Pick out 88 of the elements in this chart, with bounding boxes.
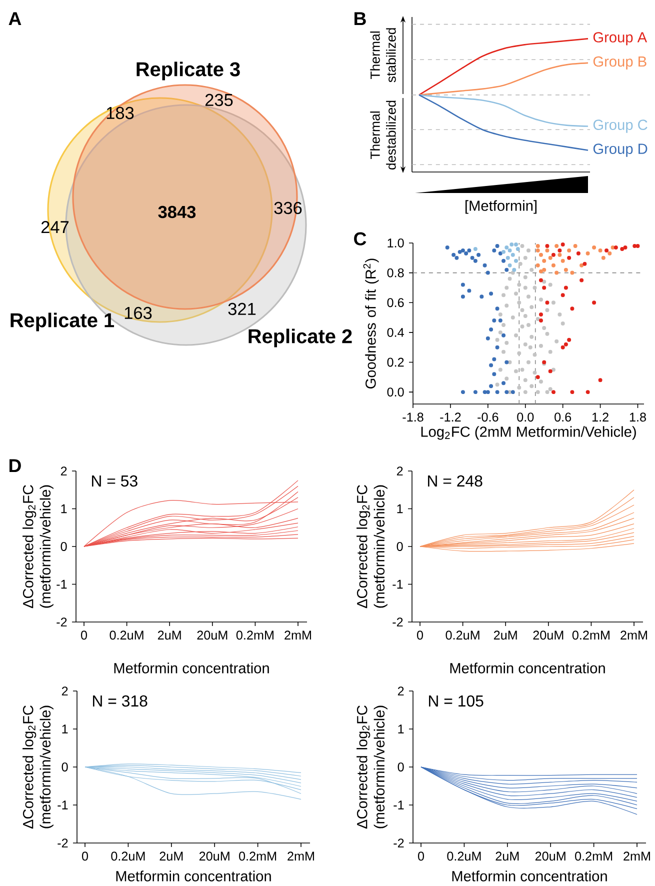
y-tick-label: -2 <box>57 838 68 848</box>
y-tick-label: -2 <box>393 838 404 848</box>
x-tick-label: 0.2uM <box>446 630 480 640</box>
y-tick-label: 1 <box>61 504 66 514</box>
x-tick-label: -1.8 <box>402 412 424 422</box>
y-axis-title: Goodness of fit (R$^{2}$) <box>363 258 379 388</box>
y-tick-label: -1 <box>393 800 404 810</box>
x-tick-label: -0.6 <box>477 412 498 422</box>
y-tick-label: 0 <box>398 762 404 772</box>
x-tick-label: 0.2mM <box>236 630 274 640</box>
x-tick-label: 2uM <box>160 852 182 861</box>
x-tick-label: 0 <box>82 852 88 861</box>
text: 321 <box>228 302 256 316</box>
y-tick-label: -2 <box>392 618 402 626</box>
x-tick-label: 0 <box>416 630 423 640</box>
y-tick-label: 2 <box>62 686 68 696</box>
y-tick-label: 2 <box>60 466 66 476</box>
x-tick-label: 2uM <box>496 852 518 861</box>
annotation: N = 248 <box>428 475 482 487</box>
annotation: N = 53 <box>92 475 138 487</box>
chart-title: C <box>354 232 366 246</box>
y-tick-label: 0.4 <box>387 328 404 337</box>
x-axis-title: Metformin concentration <box>450 662 605 674</box>
text: 163 <box>124 306 152 320</box>
y-tick-label: -1 <box>57 800 68 810</box>
x-tick-label: 0.2uM <box>446 852 480 861</box>
text: 183 <box>106 106 134 120</box>
text: 235 <box>205 94 232 106</box>
x-tick-label: 0 <box>418 852 424 861</box>
x-tick-label: 0 <box>80 630 87 640</box>
x-axis-title: Metformin concentration <box>116 870 271 882</box>
x-tick-label: 2mM <box>284 630 311 640</box>
x-tick-label: 0.2mM <box>238 852 276 861</box>
chart-title: B <box>354 12 366 26</box>
x-tick-label: -1.2 <box>440 412 460 422</box>
x-tick-label: 20uM <box>533 630 563 640</box>
text: 3843 <box>158 206 196 218</box>
y-tick-label: 0.2 <box>387 358 404 367</box>
x-tick-label: 0.2uM <box>110 852 144 861</box>
x-tick-label: 0.2mM <box>572 630 610 640</box>
x-tick-label: 20uM <box>197 630 227 640</box>
x-tick-label: 2uM <box>494 630 517 640</box>
series-label: Group A <box>593 32 647 46</box>
text: 336 <box>274 202 302 214</box>
x-tick-label: 0.6 <box>554 412 571 422</box>
x-axis-title: [Metformin] <box>465 200 536 214</box>
chart-title: D <box>9 459 21 472</box>
x-tick-label: 2uM <box>158 630 181 640</box>
x-tick-label: 0.2uM <box>110 630 144 640</box>
x-axis-title: Metformin concentration <box>452 870 607 882</box>
x-tick-label: 20uM <box>535 852 566 861</box>
y-tick-label: 1 <box>62 724 68 734</box>
y-tick-label: 1 <box>398 724 404 734</box>
x-tick-label: 2mM <box>287 852 314 860</box>
y-tick-label: 2 <box>398 686 404 696</box>
text: Replicate 3 <box>136 62 240 80</box>
x-axis-title: Log$_{2}$FC (2mM Metformin/Vehicle) <box>421 426 636 440</box>
series-label: Group B <box>593 56 646 70</box>
text: Thermal stabilized <box>370 28 396 82</box>
text: A <box>8 12 21 26</box>
x-axis-title: Metformin concentration <box>114 662 269 674</box>
y-tick-label: 0.8 <box>387 268 404 278</box>
annotation: N = 105 <box>428 695 484 707</box>
text: 247 <box>41 220 68 234</box>
y-tick-label: 0.6 <box>387 298 404 308</box>
x-tick-label: 0.2mM <box>574 852 612 861</box>
y-tick-label: -2 <box>56 618 66 626</box>
y-tick-label: 1 <box>397 504 402 514</box>
text: Replicate 2 <box>248 328 352 348</box>
y-tick-label: 0.0 <box>387 388 404 397</box>
series-label: Group C <box>593 120 648 133</box>
annotation: N = 318 <box>92 695 148 707</box>
y-tick-label: -1 <box>392 580 402 589</box>
x-tick-label: 1.2 <box>592 412 608 422</box>
text: Replicate 1 <box>10 312 114 332</box>
y-tick-label: 0 <box>396 542 403 551</box>
y-tick-label: -1 <box>56 580 66 589</box>
y-tick-label: 2 <box>396 466 402 476</box>
series-label: Group D <box>593 144 647 157</box>
y-tick-label: 1.0 <box>388 238 404 248</box>
x-tick-label: 0.0 <box>516 412 534 422</box>
text: Thermal destabilized <box>370 100 396 170</box>
y-tick-label: 0 <box>60 542 67 551</box>
y-tick-label: 0 <box>62 762 68 772</box>
x-tick-label: 20uM <box>199 852 230 861</box>
x-tick-label: 1.8 <box>630 412 646 422</box>
x-tick-label: 2mM <box>623 852 650 860</box>
x-tick-label: 2mM <box>620 630 647 640</box>
